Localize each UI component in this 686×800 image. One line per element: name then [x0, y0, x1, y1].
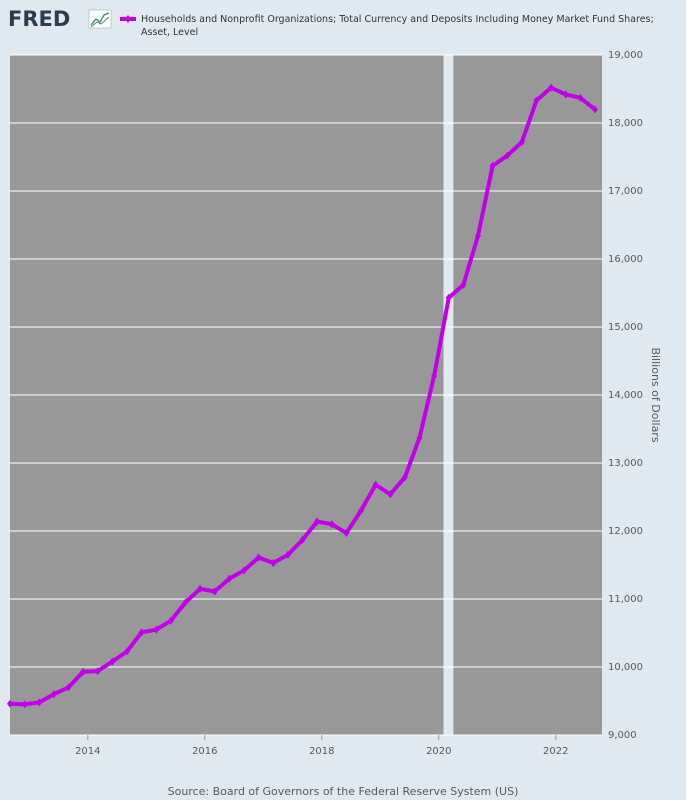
y-tick-label: 10,000 [608, 662, 643, 673]
point [460, 280, 467, 289]
point [504, 151, 511, 160]
y-tick-label: 15,000 [608, 322, 643, 333]
point [445, 293, 452, 302]
y-tick-label: 11,000 [608, 594, 643, 605]
y-tick-label: 19,000 [608, 50, 643, 61]
x-tick-label: 2014 [75, 746, 100, 757]
point [123, 647, 130, 656]
point [94, 667, 101, 676]
x-tick-label: 2020 [426, 746, 451, 757]
point [328, 520, 335, 529]
point [548, 83, 555, 92]
point [7, 699, 13, 708]
point [138, 628, 145, 637]
y-tick-label: 9,000 [608, 730, 637, 741]
legend-marker [125, 15, 131, 23]
point [21, 700, 28, 709]
point [182, 598, 189, 607]
point [299, 535, 306, 544]
series [7, 83, 598, 709]
point [562, 90, 569, 99]
point [36, 698, 43, 707]
point [416, 433, 423, 442]
point [474, 231, 481, 240]
x-tick-label: 2016 [192, 746, 217, 757]
y-tick-label: 13,000 [608, 458, 643, 469]
point [197, 584, 204, 593]
y-tick-label: 17,000 [608, 186, 643, 197]
point [387, 490, 394, 499]
point [401, 473, 408, 482]
point [65, 683, 72, 692]
logo-icon [88, 9, 112, 29]
point [167, 616, 174, 625]
point [211, 587, 218, 596]
point [577, 93, 584, 102]
point [591, 105, 598, 114]
point [226, 574, 233, 583]
x-tick-label: 2022 [543, 746, 568, 757]
point [153, 625, 160, 634]
y-tick-label: 16,000 [608, 254, 643, 265]
y-tick-label: 12,000 [608, 526, 643, 537]
point [357, 506, 364, 515]
point [80, 667, 87, 676]
logo: FRED [8, 7, 70, 31]
point [109, 657, 116, 666]
point [533, 96, 540, 105]
point [284, 550, 291, 559]
legend-label: Households and Nonprofit Organizations; … [141, 14, 654, 38]
y-tick-label: 14,000 [608, 390, 643, 401]
point [50, 690, 57, 699]
point [270, 558, 277, 567]
point [372, 480, 379, 489]
source: Source: Board of Governors of the Federa… [168, 785, 519, 798]
x-tick-label: 2018 [309, 746, 334, 757]
point [431, 371, 438, 380]
y-tick-label: 18,000 [608, 118, 643, 129]
point [518, 138, 525, 147]
point [240, 566, 247, 575]
point [255, 553, 262, 562]
point [489, 161, 496, 170]
point [314, 517, 321, 526]
y-axis-label: Billions of Dollars [649, 347, 662, 442]
point [343, 529, 350, 538]
